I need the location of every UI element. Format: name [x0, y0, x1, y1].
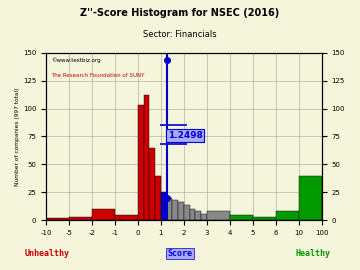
Y-axis label: Number of companies (997 total): Number of companies (997 total)	[15, 87, 20, 186]
Text: Score: Score	[167, 249, 193, 258]
Bar	[161, 193, 167, 220]
Bar	[207, 211, 230, 220]
Bar	[138, 105, 144, 220]
Bar	[178, 202, 184, 220]
Bar	[299, 176, 322, 220]
Text: Sector: Financials: Sector: Financials	[143, 30, 217, 39]
Text: The Research Foundation of SUNY: The Research Foundation of SUNY	[51, 73, 145, 78]
Bar	[92, 209, 115, 220]
Bar	[230, 215, 253, 220]
Text: 1.2498: 1.2498	[168, 131, 203, 140]
Bar	[149, 148, 155, 220]
Bar	[184, 205, 190, 220]
Bar	[172, 200, 178, 220]
Bar	[276, 211, 299, 220]
Text: ©www.textbiz.org: ©www.textbiz.org	[51, 58, 101, 63]
Bar	[195, 211, 201, 220]
Text: Unhealthy: Unhealthy	[24, 249, 69, 258]
Bar	[69, 217, 92, 220]
Bar	[253, 217, 276, 220]
Bar	[155, 176, 161, 220]
Bar	[115, 215, 138, 220]
Bar	[190, 209, 195, 220]
Bar	[144, 95, 149, 220]
Text: Healthy: Healthy	[296, 249, 331, 258]
Bar	[201, 214, 207, 220]
Text: Z''-Score Histogram for NSEC (2016): Z''-Score Histogram for NSEC (2016)	[80, 8, 280, 18]
Bar	[46, 218, 69, 220]
Bar	[167, 198, 172, 220]
